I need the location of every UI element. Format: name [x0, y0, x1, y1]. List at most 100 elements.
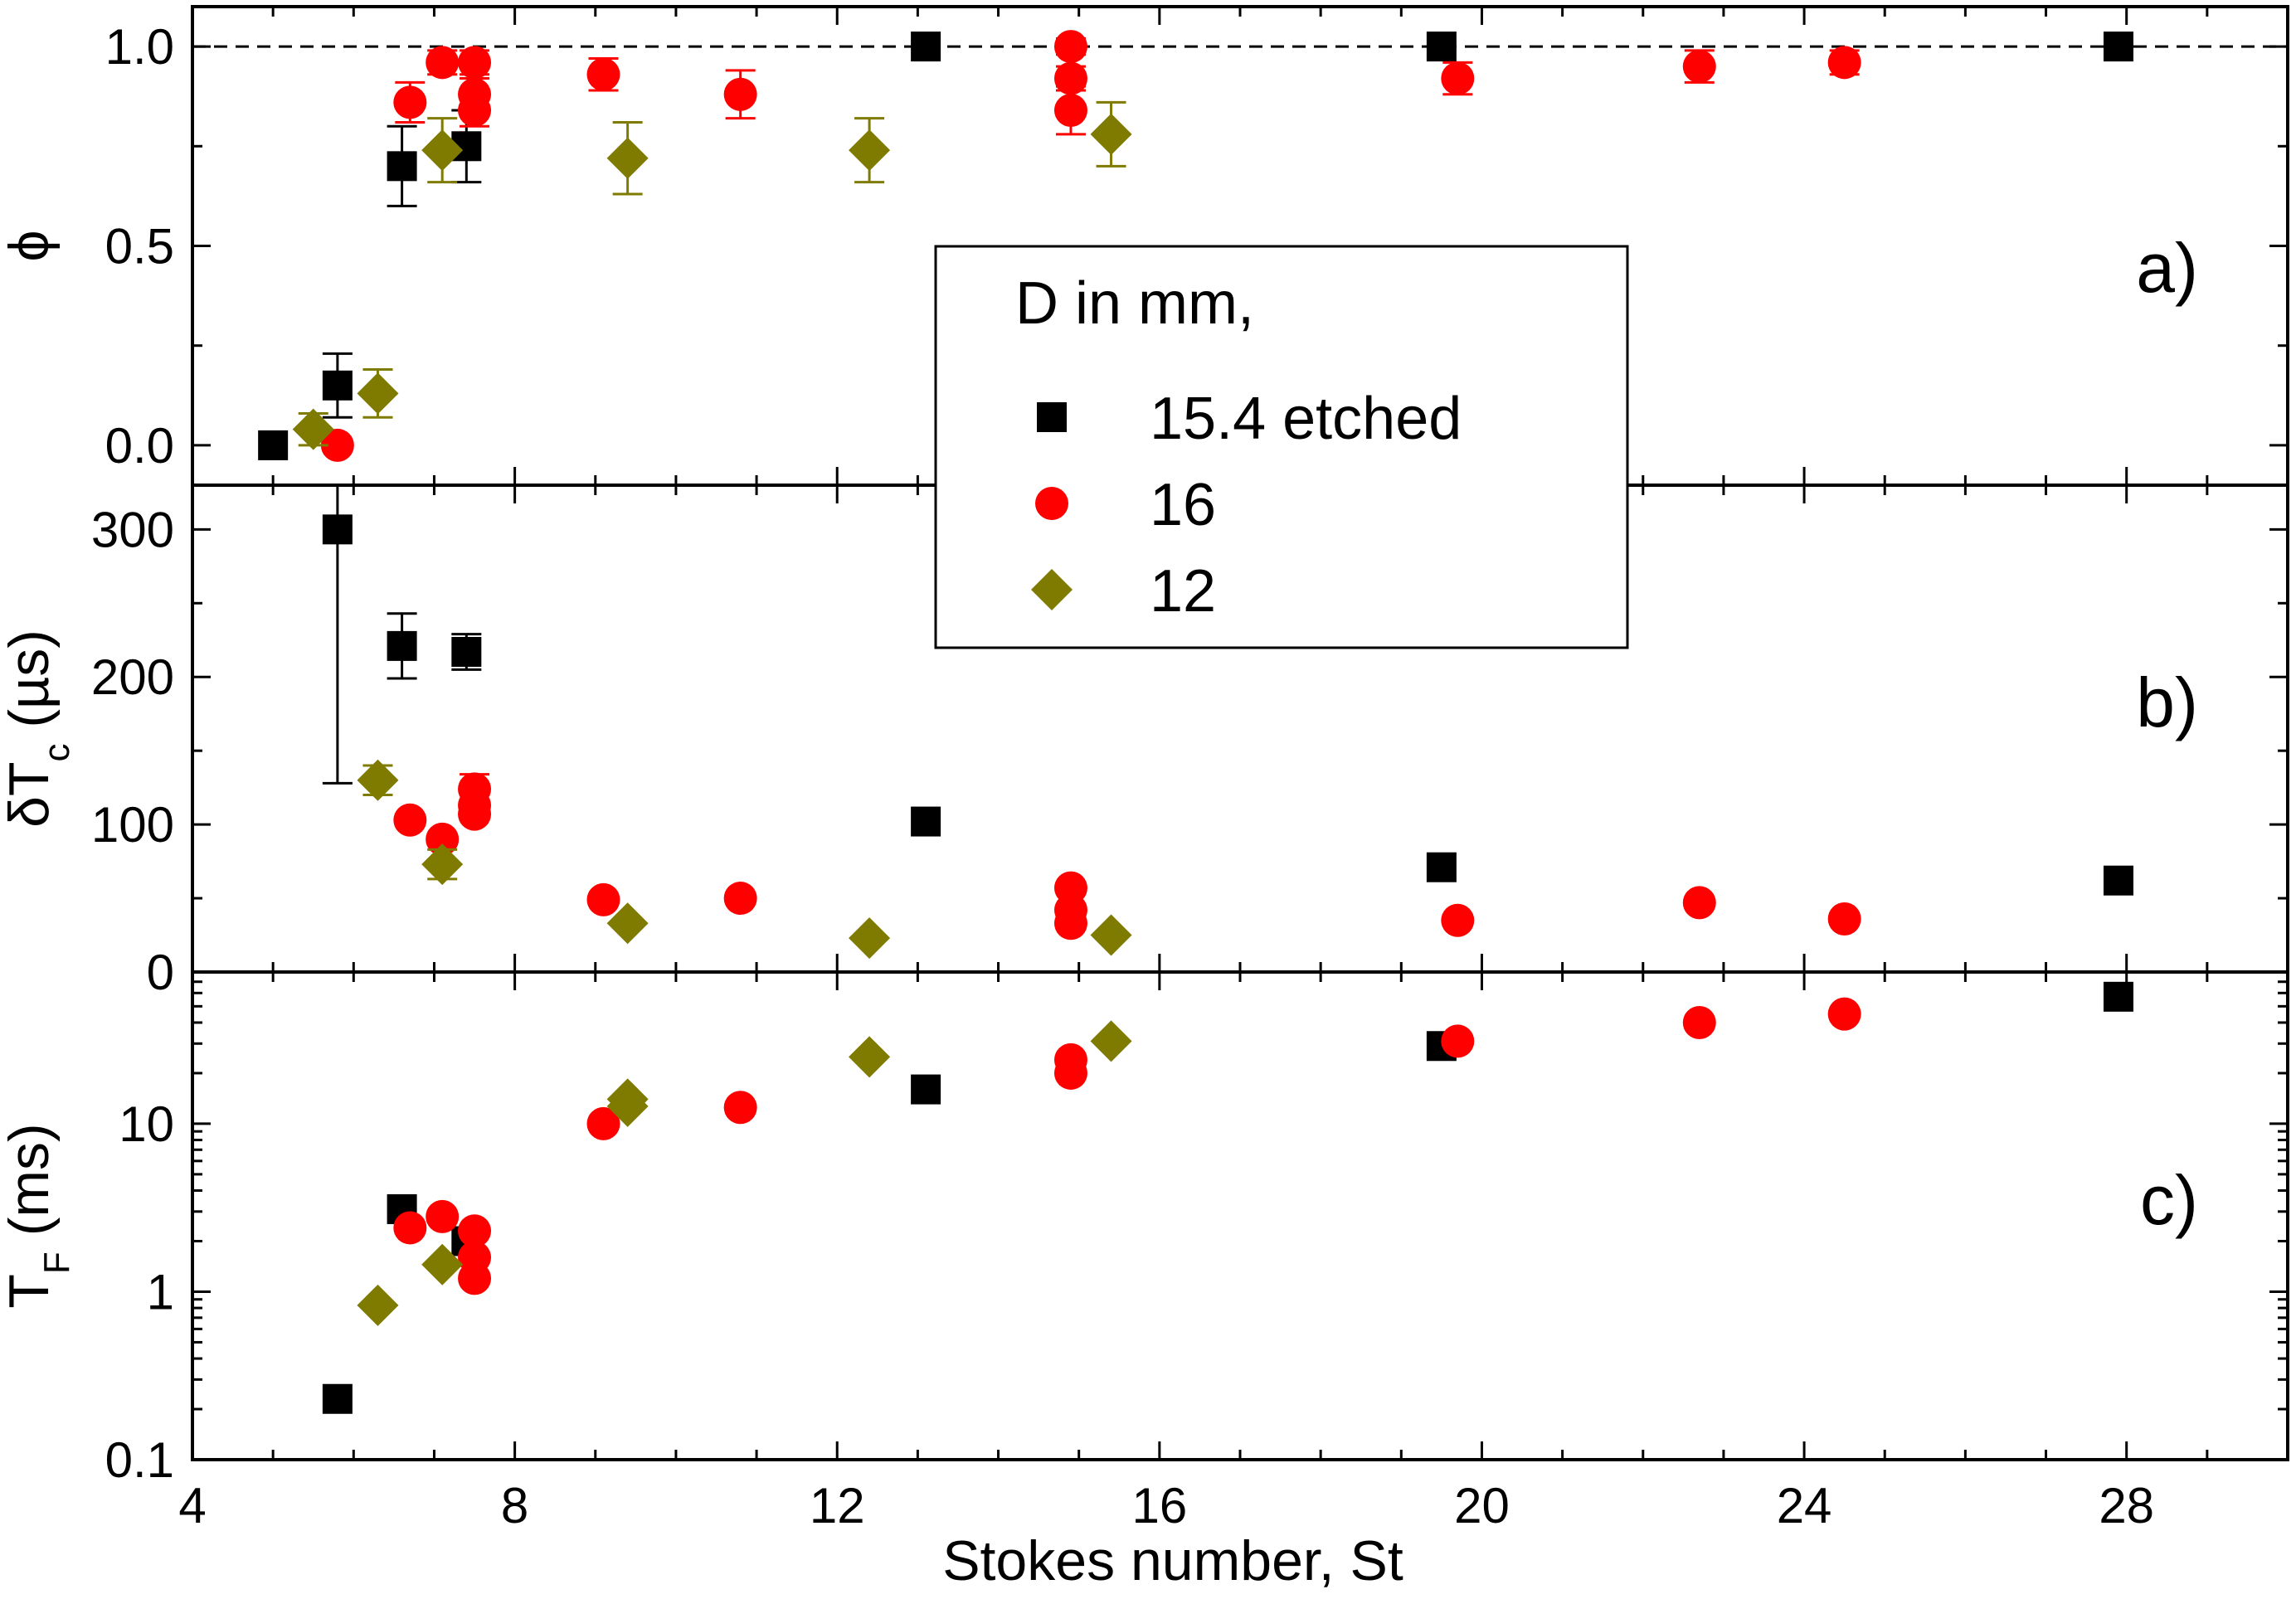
- data-point: [421, 1243, 464, 1286]
- data-point: [849, 917, 891, 960]
- data-point: [586, 882, 620, 916]
- x-tick-label: 24: [1777, 1478, 1832, 1533]
- legend-label: 15.4 etched: [1150, 386, 1462, 452]
- y-axis-title-a: ϕ: [0, 230, 61, 261]
- y-axis-title-c: TF (ms): [0, 1123, 77, 1308]
- data-point: [357, 372, 399, 415]
- data-point: [723, 882, 757, 916]
- series-16: [393, 772, 1861, 940]
- data-point: [723, 77, 757, 111]
- data-point: [458, 94, 492, 128]
- panel-frame: [191, 970, 2289, 1461]
- data-point: [393, 803, 427, 837]
- series-15.4-etched: [322, 484, 2133, 896]
- y-tick-label: 10: [119, 1096, 174, 1152]
- data-point: [322, 1383, 353, 1414]
- data-point: [1441, 61, 1475, 95]
- data-point: [911, 32, 941, 62]
- y-tick-label: 0: [147, 945, 174, 1000]
- y-tick-label: 100: [91, 797, 174, 853]
- series-16: [393, 997, 1861, 1295]
- y-axis-title-b: δTc (µs): [0, 629, 77, 828]
- data-point: [1441, 903, 1475, 937]
- data-point: [1053, 906, 1087, 940]
- legend-marker: [1031, 569, 1073, 610]
- data-point: [1090, 1020, 1132, 1062]
- data-point: [586, 1106, 620, 1140]
- data-point: [1426, 32, 1457, 62]
- series-12: [292, 100, 1132, 450]
- x-axis-title: Stokes number, St: [942, 1529, 1403, 1592]
- panel-c: 0.1 1 10 c) TF (ms) 4 8 12 16 20 24 28: [0, 970, 2289, 1533]
- data-point: [1682, 886, 1716, 920]
- legend-entry: 12: [1031, 558, 1216, 625]
- data-point: [1682, 50, 1716, 84]
- data-point: [1053, 94, 1087, 128]
- data-point: [320, 428, 354, 462]
- data-point: [606, 1085, 649, 1127]
- series-12: [357, 759, 1132, 960]
- data-point: [1441, 1024, 1475, 1058]
- data-point: [426, 1199, 460, 1233]
- data-point: [426, 46, 460, 80]
- data-point: [357, 1284, 399, 1326]
- data-point: [606, 902, 649, 945]
- y-tick-label: 0.1: [105, 1432, 174, 1488]
- legend-label: 12: [1150, 558, 1216, 625]
- data-point: [292, 408, 334, 450]
- panels-layer: 0.0 0.5 1.0 a) ϕ 0 100 200 300 b) δTc (µs) 0.1 1 10 c)…: [0, 5, 2289, 1533]
- data-point: [1090, 113, 1132, 155]
- data-point: [357, 759, 399, 801]
- data-point: [606, 137, 649, 179]
- legend-title: D in mm,: [1015, 270, 1254, 337]
- data-point: [421, 129, 464, 172]
- data-point: [1426, 852, 1457, 882]
- data-point: [258, 430, 289, 460]
- data-point: [2103, 865, 2133, 896]
- x-tick-label: 20: [1454, 1478, 1510, 1533]
- data-point: [393, 1211, 427, 1245]
- series-16: [320, 30, 1861, 462]
- data-point: [1090, 914, 1132, 956]
- y-tick-label: 1.0: [105, 19, 174, 75]
- x-tick-label: 8: [501, 1478, 528, 1533]
- data-point: [387, 151, 417, 182]
- panel-a: 0.0 0.5 1.0 a) ϕ: [0, 5, 2289, 487]
- data-point: [723, 1091, 757, 1125]
- x-tick-label: 4: [178, 1478, 206, 1533]
- x-tick-label: 12: [810, 1478, 865, 1533]
- panel-label-b: b): [2136, 663, 2198, 741]
- data-point: [322, 514, 353, 545]
- y-tick-label: 0.5: [105, 219, 174, 275]
- data-point: [1827, 46, 1861, 80]
- data-point: [1053, 1056, 1087, 1090]
- x-tick-label: 28: [2099, 1478, 2154, 1533]
- series-12: [357, 1020, 1132, 1326]
- panel-b: 0 100 200 300 b) δTc (µs): [0, 484, 2289, 1000]
- data-point: [2103, 981, 2133, 1012]
- data-point: [451, 637, 482, 668]
- legend-entry: 16: [1035, 472, 1216, 538]
- data-point: [393, 85, 427, 119]
- y-tick-label: 200: [91, 649, 174, 705]
- y-tick-label: 300: [91, 502, 174, 557]
- data-point: [458, 1261, 492, 1295]
- data-point: [426, 822, 460, 856]
- data-point: [322, 370, 353, 401]
- x-tick-label: 16: [1131, 1478, 1187, 1533]
- data-point: [1682, 1005, 1716, 1039]
- panel-label-c: c): [2140, 1161, 2198, 1239]
- data-point: [387, 630, 417, 661]
- data-point: [458, 46, 492, 80]
- legend-marker: [1037, 402, 1067, 432]
- x-axis: Stokes number, St: [942, 1529, 1403, 1592]
- data-point: [586, 57, 620, 91]
- data-point: [458, 797, 492, 831]
- legend: D in mm, 15.4 etched 16 12: [934, 245, 1629, 649]
- data-point: [849, 129, 891, 172]
- data-point: [849, 1036, 891, 1078]
- data-point: [2103, 32, 2133, 62]
- data-point: [911, 806, 941, 837]
